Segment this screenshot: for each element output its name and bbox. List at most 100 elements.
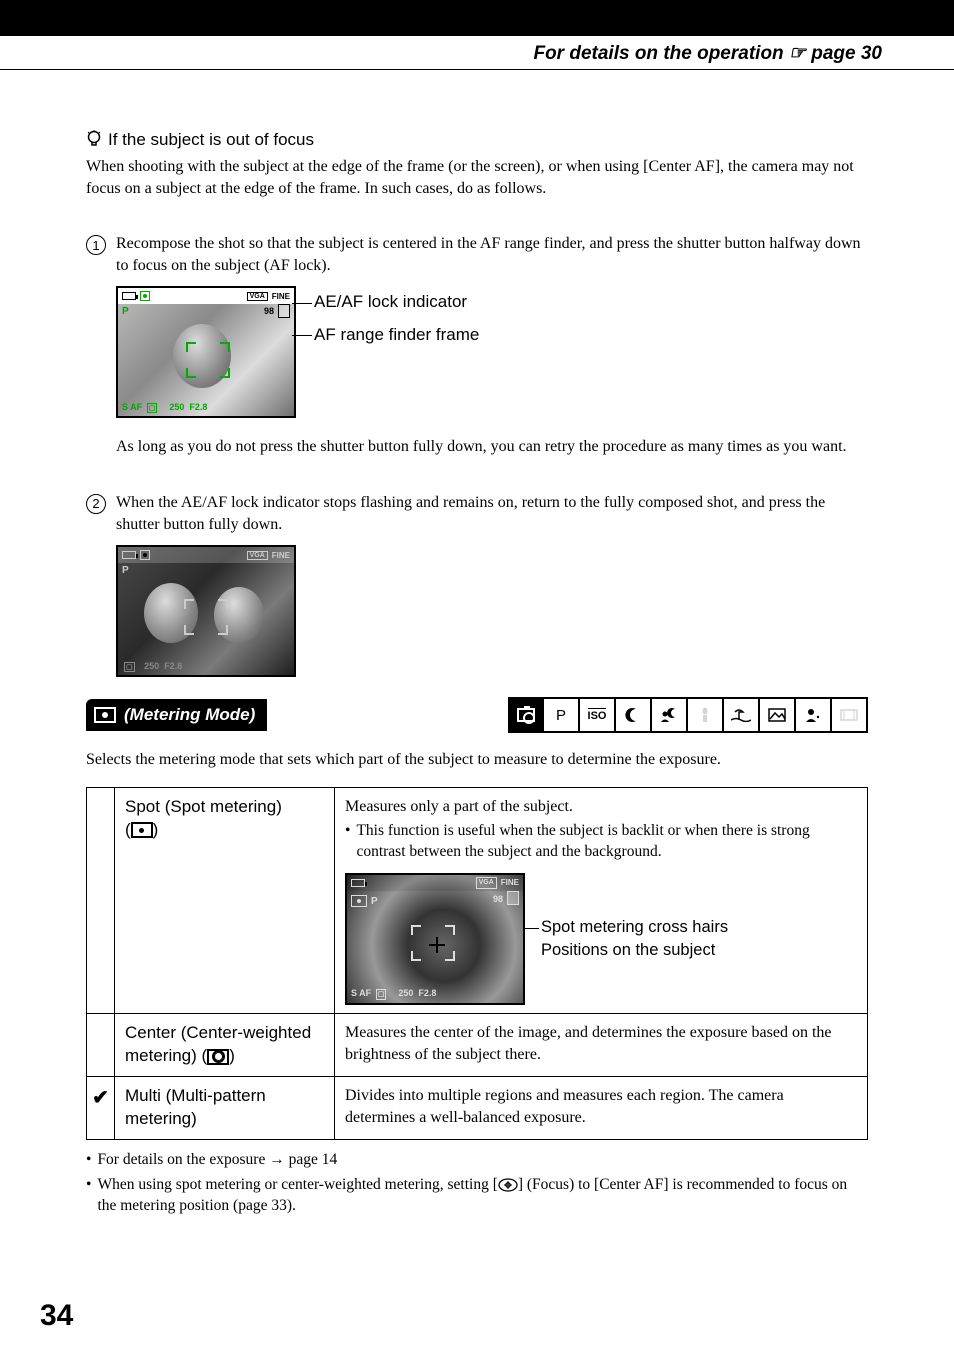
mode-iso-icon: ISO	[580, 699, 616, 731]
spot-figure-row: VGA FINE P 98	[345, 873, 857, 1005]
row1-bullet: • This function is useful when the subje…	[345, 821, 857, 863]
callout-ae-af: AE/AF lock indicator	[314, 286, 479, 318]
row2-desc: Measures the center of the image, and de…	[335, 1014, 868, 1077]
footnote-1-text: For details on the exposure → page 14	[97, 1150, 337, 1171]
af-range-finder-frame	[186, 342, 230, 378]
spot-metering-icon	[131, 822, 153, 838]
spot-mode-indicator-icon	[351, 895, 367, 907]
mode-portrait-icon	[796, 699, 832, 731]
spot-viewfinder: VGA FINE P 98	[345, 873, 525, 1005]
spot-callout-1: Spot metering cross hairs	[541, 916, 728, 939]
footnote-2: • When using spot metering or center-wei…	[86, 1175, 868, 1217]
row1-bullet-text: This function is useful when the subject…	[356, 821, 857, 863]
spot-vf-bottom: S AF ▢ 250 F2.8	[351, 987, 436, 1000]
mode-dial-icons: P ISO	[508, 697, 868, 733]
af-lock-icon	[140, 291, 150, 301]
viewfinder-fig-2: VGA FINE P ▢ 250 F2.8	[116, 545, 296, 677]
center-weighted-icon	[207, 1049, 229, 1065]
lightbulb-icon	[86, 130, 102, 150]
row2-check	[87, 1014, 115, 1077]
row3-label: Multi (Multi-pattern metering)	[115, 1077, 335, 1140]
battery-icon	[122, 551, 136, 559]
vga-label: VGA	[247, 292, 268, 301]
vf-topbar-2: VGA FINE	[118, 547, 294, 563]
bullet-dot: •	[86, 1150, 91, 1171]
battery-icon	[122, 292, 136, 300]
vga-label: VGA	[247, 551, 268, 560]
header-reference: For details on the operation ☞ page 30	[0, 42, 954, 70]
mode-candle-icon	[688, 699, 724, 731]
tip-heading: If the subject is out of focus	[108, 130, 314, 150]
row3-check: ✔	[87, 1077, 115, 1140]
table-row: ✔ Multi (Multi-pattern metering) Divides…	[87, 1077, 868, 1140]
row2-label-cell: Center (Center-weighted metering) ()	[115, 1014, 335, 1077]
mode-camera-icon	[508, 699, 544, 731]
vga-label: VGA	[476, 877, 497, 888]
vf-bottom-readout-2: ▢ 250 F2.8	[122, 661, 182, 672]
metering-mode-header: (Metering Mode) P ISO	[86, 697, 868, 733]
af-lock-icon	[140, 550, 150, 560]
mode-p-label: P	[371, 895, 378, 909]
tip-body: When shooting with the subject at the ed…	[86, 156, 868, 199]
row1-check	[87, 787, 115, 1013]
battery-icon	[351, 879, 365, 887]
mode-moon-icon	[616, 699, 652, 731]
memory-card-icon	[507, 891, 519, 905]
spot-crosshair-icon	[429, 937, 445, 953]
metering-mode-tab: (Metering Mode)	[86, 699, 267, 731]
page-number: 34	[40, 1299, 73, 1333]
step-1: 1 Recompose the shot so that the subject…	[86, 233, 868, 276]
step-2-text: When the AE/AF lock indicator stops flas…	[116, 492, 868, 535]
focus-icon	[498, 1178, 518, 1192]
shot-count: 98	[493, 893, 503, 905]
header-ref-text: For details on the operation ☞ page 30	[533, 43, 882, 64]
figure-2-row: VGA FINE P ▢ 250 F2.8	[116, 545, 868, 677]
row3-desc: Divides into multiple regions and measur…	[335, 1077, 868, 1140]
callout-af-frame: AF range finder frame	[314, 319, 479, 351]
mode-beach-icon	[724, 699, 760, 731]
top-black-bar	[0, 0, 954, 36]
checkmark-icon: ✔	[92, 1087, 109, 1109]
mode-p-label: P	[122, 306, 129, 317]
tip-heading-line: If the subject is out of focus	[86, 130, 868, 150]
mode-night-portrait-icon	[652, 699, 688, 731]
mode-p-icon: P	[544, 699, 580, 731]
metering-mode-label: (Metering Mode)	[124, 705, 255, 725]
figure-1-callouts: AE/AF lock indicator AF range finder fra…	[314, 286, 479, 351]
spot-vf-topbar: VGA FINE	[347, 875, 523, 891]
fine-label: FINE	[272, 551, 290, 560]
spot-callouts: Spot metering cross hairs Positions on t…	[541, 916, 728, 962]
step-2: 2 When the AE/AF lock indicator stops fl…	[86, 492, 868, 535]
footnote-2-text: When using spot metering or center-weigh…	[97, 1175, 868, 1217]
spot-callout-2: Positions on the subject	[541, 939, 728, 962]
step-1-note: As long as you do not press the shutter …	[116, 436, 868, 458]
footnote-1: • For details on the exposure → page 14	[86, 1150, 868, 1171]
step-1-text: Recompose the shot so that the subject i…	[116, 233, 868, 276]
metering-mode-icon	[94, 707, 116, 723]
row1-label: Spot (Spot metering)	[125, 797, 282, 816]
vf-bottom-readout: S AF ▢ 250 F2.8	[122, 402, 207, 413]
mode-landscape-icon	[760, 699, 796, 731]
bullet-dot: •	[86, 1175, 91, 1217]
footnotes: • For details on the exposure → page 14 …	[86, 1150, 868, 1217]
metering-table: Spot (Spot metering) () Measures only a …	[86, 787, 868, 1140]
table-row: Spot (Spot metering) () Measures only a …	[87, 787, 868, 1013]
vf-topbar: VGA FINE	[118, 288, 294, 304]
table-row: Center (Center-weighted metering) () Mea…	[87, 1014, 868, 1077]
af-range-finder-frame-2	[184, 599, 228, 635]
step-2-number: 2	[86, 494, 106, 514]
step-1-number: 1	[86, 235, 106, 255]
mode-movie-icon	[832, 699, 868, 731]
bullet-dot: •	[345, 821, 350, 863]
fine-label: FINE	[501, 878, 519, 889]
metering-intro: Selects the metering mode that sets whic…	[86, 749, 868, 771]
memory-card-icon	[278, 304, 290, 318]
fine-label: FINE	[272, 292, 290, 301]
figure-1-row: VGA FINE P 98 S AF ▢ 250 F2.8	[116, 286, 868, 418]
row1-desc-cell: Measures only a part of the subject. • T…	[335, 787, 868, 1013]
row1-desc: Measures only a part of the subject.	[345, 798, 573, 815]
mode-p-label: P	[122, 565, 129, 576]
row1-label-cell: Spot (Spot metering) ()	[115, 787, 335, 1013]
shot-count: 98	[264, 306, 274, 316]
viewfinder-fig-1: VGA FINE P 98 S AF ▢ 250 F2.8	[116, 286, 296, 418]
